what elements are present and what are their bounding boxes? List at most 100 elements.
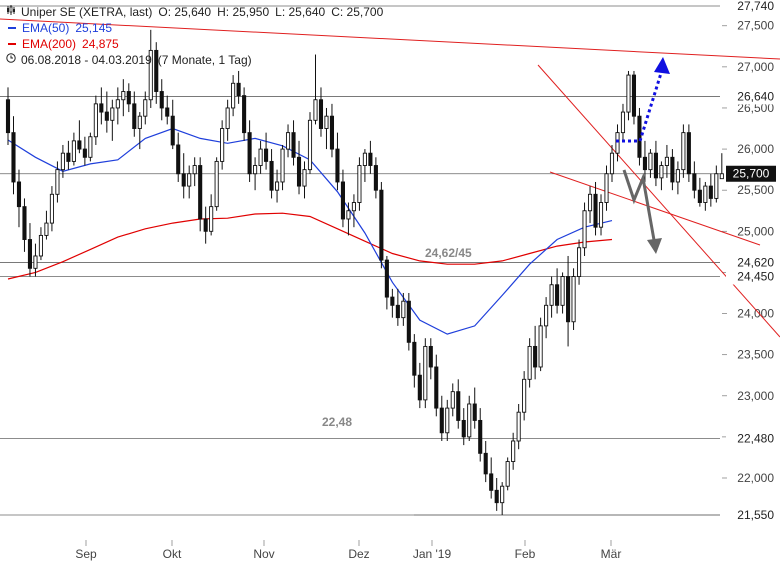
level-label-bg bbox=[726, 0, 776, 14]
candle-down bbox=[555, 284, 560, 306]
trendlines bbox=[0, 18, 780, 516]
candle-down bbox=[456, 391, 461, 421]
candle-down bbox=[692, 173, 697, 191]
candle-down bbox=[16, 181, 22, 208]
candle-up bbox=[60, 152, 65, 171]
candle-up bbox=[302, 169, 307, 187]
candle-up bbox=[258, 148, 263, 166]
candlestick-icon bbox=[6, 4, 16, 20]
candle-up bbox=[231, 82, 236, 109]
annotations: 24,62/45 22,48 bbox=[322, 246, 472, 429]
candle-down bbox=[406, 300, 411, 343]
candle-up bbox=[346, 210, 351, 220]
ohlc-high-label: H: bbox=[217, 5, 230, 19]
candle-up bbox=[648, 152, 653, 171]
y-tick-label: 22,000 bbox=[737, 471, 774, 485]
candle-down bbox=[126, 91, 131, 105]
candle-down bbox=[159, 91, 164, 109]
candle-up bbox=[313, 99, 318, 121]
candle-up bbox=[285, 132, 291, 150]
candle-up bbox=[615, 132, 620, 154]
level-label-bg bbox=[726, 430, 776, 447]
level-label: 26,640 bbox=[737, 89, 774, 103]
candle-up bbox=[423, 345, 428, 401]
ema200-value: 24,875 bbox=[82, 37, 119, 51]
ema200-label: EMA(200) bbox=[22, 37, 77, 51]
candle-up bbox=[500, 485, 505, 504]
y-tick-label: 26,000 bbox=[737, 142, 774, 156]
candle-down bbox=[373, 165, 378, 191]
candle-down bbox=[236, 82, 241, 97]
candle-up bbox=[719, 173, 724, 180]
candle-up bbox=[115, 99, 120, 109]
candle-down bbox=[154, 49, 159, 92]
candle-up bbox=[362, 152, 367, 166]
candle-up bbox=[522, 378, 527, 413]
ohlc-high: 25,950 bbox=[232, 5, 270, 19]
candle-up bbox=[351, 202, 356, 212]
candle-up bbox=[401, 300, 406, 319]
candle-down bbox=[670, 156, 675, 183]
candle-up bbox=[505, 461, 510, 487]
candle-down bbox=[318, 99, 324, 129]
candle-down bbox=[242, 95, 247, 134]
ohlc-close-label: C: bbox=[331, 5, 344, 19]
candle-up bbox=[357, 165, 362, 203]
candle-up bbox=[93, 103, 98, 138]
candle-up bbox=[577, 247, 582, 277]
candle-down bbox=[203, 218, 208, 232]
candle-down bbox=[368, 152, 373, 166]
candle-down bbox=[417, 374, 422, 401]
candle-up bbox=[549, 284, 554, 306]
candle-up bbox=[148, 49, 153, 101]
candle-down bbox=[637, 115, 642, 158]
y-tick-label: 26,500 bbox=[737, 101, 774, 115]
candle-up bbox=[214, 160, 219, 208]
candle-up bbox=[110, 107, 115, 121]
candle-down bbox=[653, 152, 658, 179]
candle-down bbox=[379, 189, 384, 261]
current-price-box bbox=[726, 165, 776, 182]
y-tick-label: 23,000 bbox=[737, 389, 774, 403]
candle-down bbox=[697, 189, 702, 203]
ohlc-open-label: O: bbox=[158, 5, 172, 19]
candle-down bbox=[461, 419, 466, 438]
long-downtrend-line bbox=[0, 18, 780, 60]
candle-down bbox=[176, 144, 181, 175]
x-tick-label: Nov bbox=[253, 547, 274, 561]
y-tick-label: 24,000 bbox=[737, 307, 774, 321]
candle-up bbox=[582, 210, 587, 249]
y-tick-label: 25,000 bbox=[737, 224, 774, 238]
level-label: 22,480 bbox=[737, 432, 774, 446]
candle-up bbox=[714, 173, 719, 199]
candle-up bbox=[511, 440, 516, 463]
candle-down bbox=[686, 132, 691, 175]
candle-up bbox=[516, 411, 521, 442]
legend-ema50-row: EMA(50) 25,145 bbox=[6, 20, 383, 36]
candle-up bbox=[280, 148, 285, 183]
candle-down bbox=[66, 152, 71, 162]
ema50-swatch bbox=[8, 27, 16, 29]
candle-down bbox=[483, 452, 488, 475]
candle-up bbox=[33, 255, 38, 269]
level-label-bg bbox=[726, 254, 776, 271]
y-tick-label: 25,500 bbox=[737, 183, 774, 197]
legend-instrument-row: Uniper SE (XETRA, last) O: 25,640 H: 25,… bbox=[6, 4, 383, 20]
candle-down bbox=[77, 140, 82, 150]
candle-down bbox=[708, 185, 713, 199]
candle-up bbox=[275, 181, 280, 191]
candle-down bbox=[384, 259, 389, 298]
candle-down bbox=[489, 473, 494, 491]
bullish-arrow-path bbox=[616, 69, 664, 143]
candle-down bbox=[472, 403, 477, 421]
candle-down bbox=[434, 366, 439, 409]
x-tick-label: Sep bbox=[75, 547, 97, 561]
candle-up bbox=[467, 403, 472, 438]
candle-up bbox=[604, 173, 609, 203]
candle-down bbox=[22, 206, 27, 240]
ema50-label: EMA(50) bbox=[22, 21, 70, 35]
candle-down bbox=[494, 489, 499, 504]
clock-icon bbox=[6, 52, 16, 68]
